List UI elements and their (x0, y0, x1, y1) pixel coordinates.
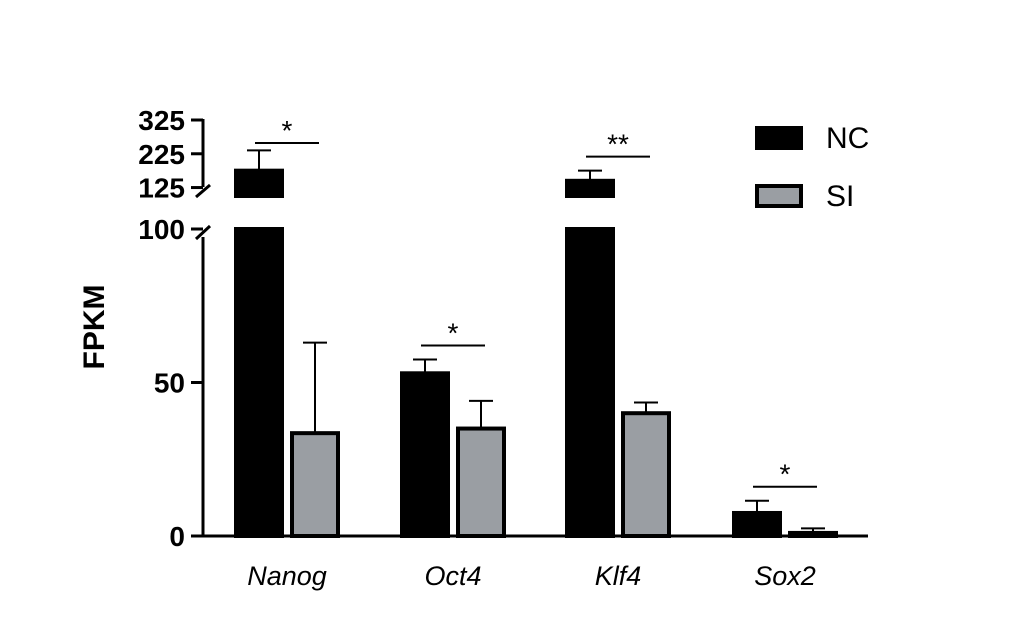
bar-klf4-nc (565, 227, 615, 538)
y-tick-label-325: 325 (138, 105, 185, 136)
legend-swatch-nc (755, 126, 803, 150)
bar-klf4-nc-upper (565, 178, 615, 199)
legend-swatch-si (755, 184, 803, 208)
x-tick-label-oct4: Oct4 (424, 561, 481, 591)
y-tick-label-0: 0 (169, 521, 185, 552)
axis-break-mark-lower (194, 224, 212, 241)
significance-marker-klf4: ** (607, 129, 629, 160)
significance-marker-nanog: * (282, 115, 293, 146)
error-bars-layer (247, 149, 825, 533)
bar-sox2-nc (732, 510, 782, 538)
y-tick-label-100: 100 (138, 214, 185, 245)
legend-label-nc: NC (826, 122, 869, 155)
legend: NC SI (755, 122, 869, 213)
bar-oct4-si (456, 426, 506, 538)
bar-nanog-nc (234, 227, 284, 538)
bar-nanog-si (290, 431, 340, 538)
y-tick-label-125: 125 (138, 173, 185, 204)
x-tick-label-nanog: Nanog (247, 561, 327, 591)
bar-klf4-si (621, 411, 671, 539)
y-tick-label-50: 50 (154, 368, 185, 399)
bars-layer (234, 168, 838, 539)
significance-layer: ***** (255, 115, 817, 490)
x-tick-label-klf4: Klf4 (595, 561, 642, 591)
x-tick-label-sox2: Sox2 (754, 561, 816, 591)
bar-oct4-nc (400, 371, 450, 539)
significance-marker-sox2: * (780, 459, 791, 490)
significance-marker-oct4: * (448, 317, 459, 348)
bar-nanog-nc-upper (234, 168, 284, 199)
axis-break-mark-upper (195, 183, 211, 199)
y-axis-label: FPKM (78, 285, 111, 370)
legend-label-si: SI (826, 180, 854, 213)
y-tick-label-225: 225 (138, 139, 185, 170)
